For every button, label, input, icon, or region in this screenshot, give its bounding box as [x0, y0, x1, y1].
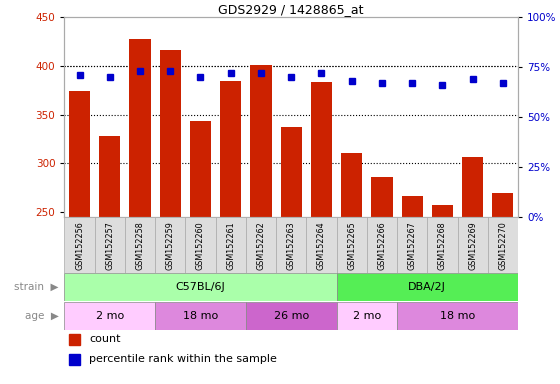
- Text: GSM152267: GSM152267: [408, 222, 417, 270]
- Bar: [69, 334, 80, 345]
- Bar: [69, 91, 90, 217]
- Bar: [337, 302, 397, 329]
- Bar: [397, 217, 427, 273]
- Bar: [492, 193, 514, 217]
- Bar: [69, 354, 80, 365]
- Text: strain  ▶: strain ▶: [15, 282, 59, 292]
- Bar: [306, 217, 337, 273]
- Title: GDS2929 / 1428865_at: GDS2929 / 1428865_at: [218, 3, 364, 16]
- Bar: [311, 81, 332, 217]
- Text: GSM152270: GSM152270: [498, 222, 507, 270]
- Bar: [337, 273, 518, 301]
- Text: GSM152260: GSM152260: [196, 222, 205, 270]
- Bar: [246, 302, 337, 329]
- Text: 2 mo: 2 mo: [96, 311, 124, 321]
- Text: C57BL/6J: C57BL/6J: [176, 282, 225, 292]
- Text: GSM152256: GSM152256: [75, 222, 84, 270]
- Text: GSM152266: GSM152266: [377, 222, 386, 270]
- Text: 18 mo: 18 mo: [183, 311, 218, 321]
- Bar: [281, 127, 302, 217]
- Text: GSM152257: GSM152257: [105, 222, 114, 270]
- Text: GSM152268: GSM152268: [438, 222, 447, 270]
- Bar: [341, 153, 362, 217]
- Bar: [125, 217, 155, 273]
- Bar: [488, 217, 518, 273]
- Bar: [155, 302, 246, 329]
- Bar: [95, 217, 125, 273]
- Bar: [250, 65, 272, 217]
- Text: GSM152262: GSM152262: [256, 222, 265, 270]
- Bar: [397, 302, 518, 329]
- Text: 18 mo: 18 mo: [440, 311, 475, 321]
- Bar: [276, 217, 306, 273]
- Bar: [367, 217, 397, 273]
- Text: GSM152264: GSM152264: [317, 222, 326, 270]
- Bar: [220, 81, 241, 217]
- Text: age  ▶: age ▶: [25, 311, 59, 321]
- Text: GSM152261: GSM152261: [226, 222, 235, 270]
- Text: GSM152258: GSM152258: [136, 222, 144, 270]
- Bar: [216, 217, 246, 273]
- Bar: [99, 136, 120, 217]
- Bar: [64, 302, 155, 329]
- Text: GSM152269: GSM152269: [468, 222, 477, 270]
- Bar: [246, 217, 276, 273]
- Bar: [432, 205, 453, 217]
- Bar: [160, 50, 181, 217]
- Bar: [64, 217, 95, 273]
- Text: percentile rank within the sample: percentile rank within the sample: [90, 354, 277, 364]
- Bar: [371, 177, 393, 217]
- Bar: [402, 195, 423, 217]
- Bar: [190, 121, 211, 217]
- Text: GSM152259: GSM152259: [166, 222, 175, 270]
- Bar: [185, 217, 216, 273]
- Text: 2 mo: 2 mo: [353, 311, 381, 321]
- Bar: [427, 217, 458, 273]
- Text: GSM152265: GSM152265: [347, 222, 356, 270]
- Text: 26 mo: 26 mo: [274, 311, 309, 321]
- Bar: [155, 217, 185, 273]
- Bar: [462, 157, 483, 217]
- Bar: [337, 217, 367, 273]
- Text: GSM152263: GSM152263: [287, 222, 296, 270]
- Bar: [64, 273, 337, 301]
- Bar: [458, 217, 488, 273]
- Bar: [129, 39, 151, 217]
- Text: DBA/2J: DBA/2J: [408, 282, 446, 292]
- Text: count: count: [90, 334, 121, 344]
